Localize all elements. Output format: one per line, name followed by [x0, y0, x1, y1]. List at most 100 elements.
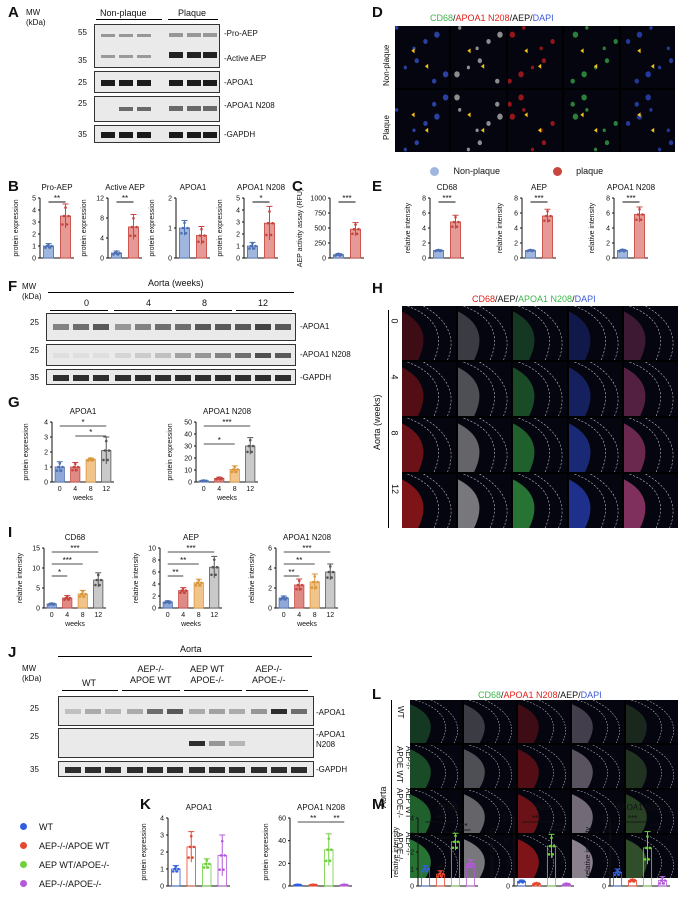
data-point [47, 243, 50, 246]
data-point [544, 214, 548, 218]
data-point [67, 214, 70, 218]
mw-marker: 25 [30, 732, 39, 741]
data-point [330, 576, 333, 579]
y-tick-label: 2 [422, 241, 426, 248]
if-tile [568, 306, 623, 360]
y-axis-label: AEP activity assay (RFU) [297, 189, 304, 267]
cell-stain [495, 101, 500, 107]
chart-title: Pro-AEP [41, 183, 72, 192]
data-point [130, 225, 134, 229]
y-tick-label: 0 [602, 884, 606, 891]
cell-stain [478, 140, 483, 146]
data-point [552, 844, 556, 848]
if-tile [620, 90, 675, 152]
vessel-outline [645, 474, 674, 528]
y-tick-label: 0 [506, 884, 510, 891]
y-tick-label: 4 [236, 208, 240, 215]
group-bar-plaque [168, 19, 218, 20]
data-point [548, 844, 552, 848]
chart-title: APOA1 [186, 803, 213, 812]
cell-stain [585, 26, 589, 30]
sig-label: *** [534, 194, 543, 203]
vessel-outline [523, 790, 554, 833]
cell-stain [507, 78, 512, 84]
cell-stain [550, 121, 555, 126]
vessel-outline [430, 835, 458, 878]
stain-region [518, 704, 539, 743]
y-tick-label: 0 [606, 256, 610, 263]
chart-group-m: CD68 0 1 2 3 4 relative intensity *** *** *** AEP 0… [393, 803, 670, 891]
data-point [181, 226, 185, 230]
blot-band [235, 324, 251, 330]
y-tick-label: 0 [514, 256, 518, 263]
blot-band [85, 767, 101, 773]
cell-stain [636, 31, 642, 38]
sig-label: ** [180, 556, 186, 565]
mw-marker: 25 [30, 346, 39, 355]
data-point [68, 596, 72, 600]
data-point [422, 867, 426, 871]
band-label: -APOA1 N208 [316, 730, 346, 749]
data-point [266, 221, 270, 225]
data-point [89, 457, 93, 460]
row-label-plaque: Plaque [382, 115, 391, 140]
data-point [643, 858, 647, 861]
if-tile [564, 26, 619, 88]
data-point [57, 465, 60, 469]
cell-stain [414, 140, 419, 146]
y-tick-label: 30 [184, 444, 192, 451]
vessel-outline [629, 474, 662, 528]
y-tick-label: 2 [168, 196, 172, 203]
stain-region [464, 704, 485, 743]
sig-label: *** [70, 544, 79, 553]
arrowhead-icon [594, 63, 598, 69]
blot-band [229, 709, 245, 714]
data-point [310, 586, 314, 589]
vessel-outline [629, 362, 662, 416]
legend-k: WT AEP-/-/APOE WT AEP WT/APOE-/- AEP-/-/… [20, 818, 110, 894]
vessel-outline [577, 790, 608, 833]
data-point [99, 578, 103, 582]
chart-c: 0 250 500 750 1000 AEP activity assay (RFU) **… [297, 189, 364, 267]
blot-band [115, 324, 131, 330]
data-point [196, 581, 199, 585]
y-axis-label: relative intensity [585, 826, 592, 877]
x-axis-label: weeks [216, 495, 237, 502]
row-label-l: WT [396, 706, 405, 719]
sig-label: *** [442, 194, 451, 203]
data-point [248, 247, 251, 250]
blot-band [53, 324, 69, 330]
vessel-outline [538, 790, 566, 833]
if-tile [624, 362, 678, 416]
if-grid-l [410, 700, 678, 878]
y-tick-label: 1 [236, 244, 240, 251]
stain-region [513, 479, 535, 528]
blot-band [73, 375, 89, 381]
data-point [129, 234, 132, 238]
y-tick-label: 1 [410, 867, 414, 874]
stain-region [457, 367, 480, 416]
stain-region [624, 367, 646, 416]
cell-stain [458, 107, 462, 112]
data-point [661, 876, 664, 880]
cell-stain [434, 113, 440, 120]
panel-letter-i: I [8, 524, 13, 541]
data-point [219, 854, 223, 857]
data-point [203, 234, 206, 237]
blot-a-gapdh [94, 125, 220, 143]
vessel-outline [574, 418, 606, 472]
y-tick-label: 6 [514, 211, 518, 218]
vessel-outline [534, 418, 563, 472]
blot-band [147, 767, 163, 773]
cell-stain [403, 147, 407, 152]
data-point [106, 458, 109, 462]
blot-band [167, 767, 183, 773]
data-point [251, 242, 254, 245]
group-label-nonplaque: Non-plaque [100, 8, 147, 18]
sig-label: *** [342, 194, 351, 203]
arrowhead-icon [650, 63, 654, 69]
sig-label: * [218, 436, 221, 445]
group-label-j: AEP WT APOE-/- [190, 664, 225, 685]
data-point [451, 225, 454, 229]
